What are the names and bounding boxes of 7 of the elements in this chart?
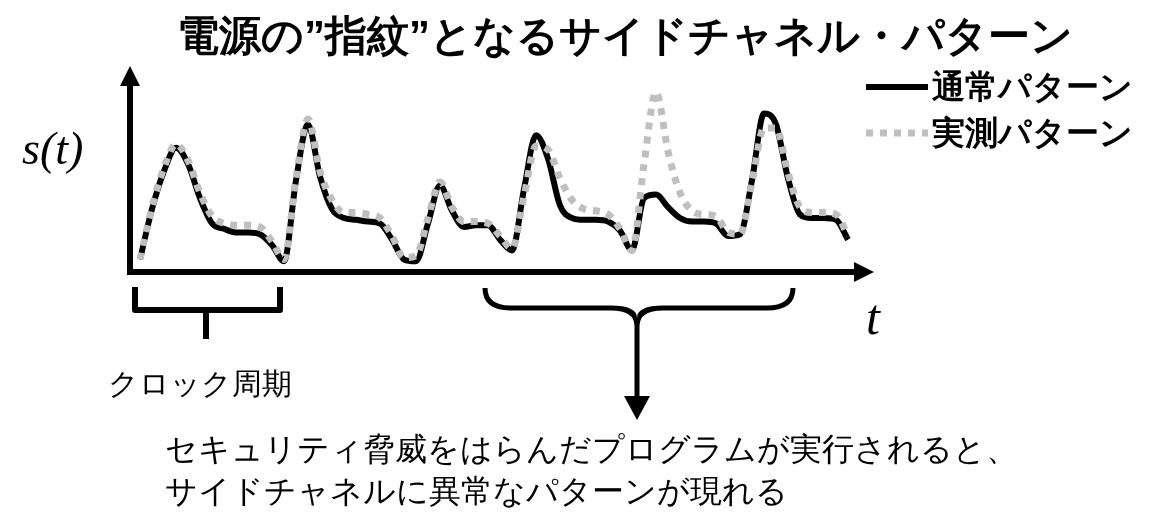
y-axis-title: s(t) — [22, 122, 84, 175]
legend-label: 通常パターン — [932, 66, 1133, 107]
chart-title: 電源の”指紋”となるサイドチャネル・パターン — [176, 11, 1074, 61]
text: セキュリティ脅威をはらんだプログラムが実行されると、サイドチャネルに異常なパターンが現れる — [165, 430, 1019, 511]
x-axis-title: t — [866, 288, 880, 346]
text: クロック周期 — [108, 366, 292, 402]
legend-label: 実測パターン — [932, 112, 1133, 153]
